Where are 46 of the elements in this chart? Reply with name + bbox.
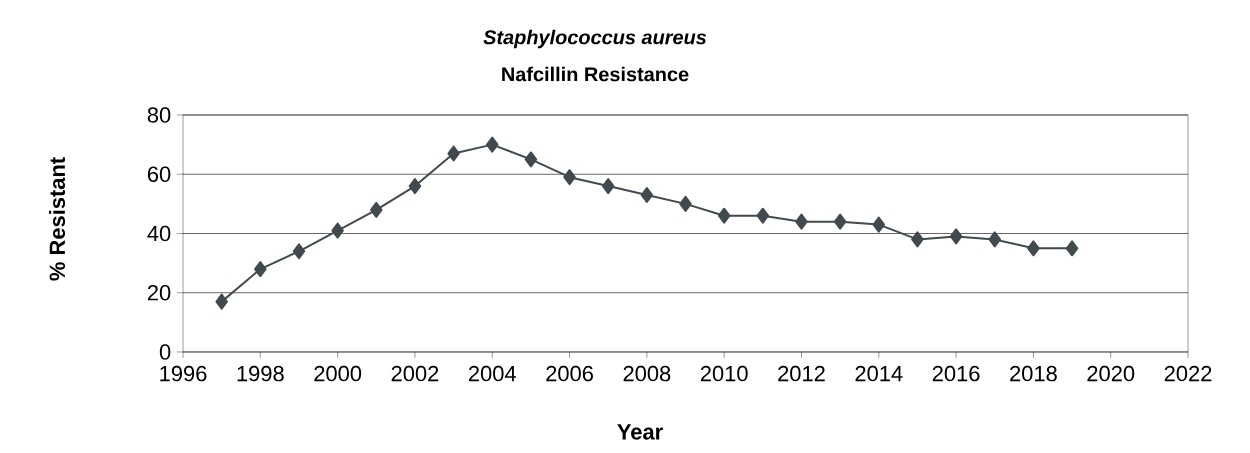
point	[370, 201, 383, 218]
point	[601, 178, 615, 195]
point	[756, 207, 770, 224]
chart-subtitle: Nafcillin Resistance	[502, 66, 689, 82]
x-tick-label: 2002	[391, 365, 439, 382]
x-tick-label: 1996	[160, 365, 207, 382]
x-tick-label: 2008	[623, 365, 671, 382]
point	[563, 169, 576, 186]
x-tick-label: 2022	[1164, 365, 1212, 382]
point	[447, 145, 460, 162]
x-tick-label: 2006	[546, 365, 593, 382]
point	[988, 231, 1001, 248]
x-tick-label: 1998	[237, 365, 284, 382]
point	[254, 261, 267, 278]
y-tick-label: 0	[159, 344, 171, 360]
point	[949, 228, 963, 245]
point	[1065, 240, 1079, 257]
x-tick-label: 2014	[855, 365, 903, 382]
x-axis-title: Year	[617, 424, 663, 440]
point	[795, 213, 808, 230]
x-tick-label: 2016	[932, 365, 980, 382]
y-tick-label: 60	[147, 166, 171, 183]
point	[872, 216, 886, 233]
point	[911, 231, 924, 248]
x-tick-label: 2012	[778, 365, 825, 382]
y-axis-title: % Resistant	[48, 157, 66, 281]
point	[524, 151, 538, 168]
point	[717, 207, 731, 224]
chart-title: Staphylococcus aureus	[483, 29, 707, 49]
x-tick-label: 2000	[314, 365, 362, 382]
point	[1027, 240, 1040, 257]
x-tick-label: 2004	[468, 365, 516, 382]
x-tick-label: 2018	[1010, 365, 1057, 382]
y-tick-label: 40	[147, 225, 171, 242]
point	[679, 195, 692, 212]
x-tick-label: 2020	[1087, 365, 1135, 382]
point	[331, 222, 344, 239]
x-tick-label: 2010	[700, 365, 748, 382]
point	[833, 213, 847, 230]
y-tick-label: 80	[147, 107, 171, 123]
point	[215, 293, 228, 310]
y-tick-label: 20	[147, 284, 171, 301]
point	[292, 243, 306, 260]
point	[485, 136, 499, 153]
point	[408, 178, 422, 195]
point	[640, 186, 654, 203]
